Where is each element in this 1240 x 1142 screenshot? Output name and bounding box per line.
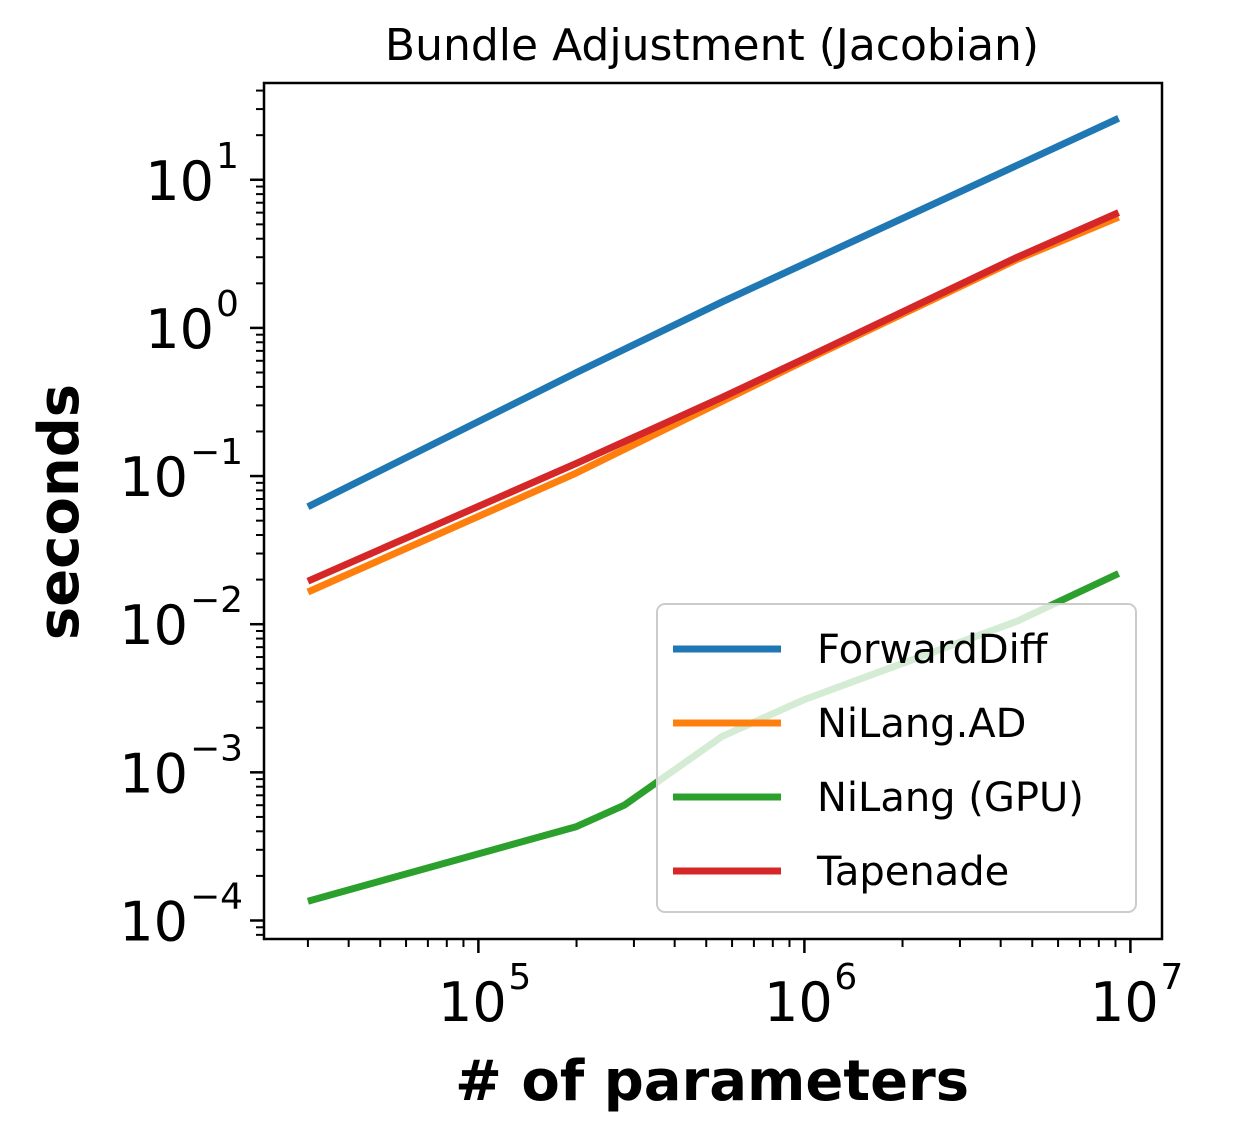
y-tick-exponent: 0: [216, 284, 239, 325]
legend-label: NiLang.AD: [817, 701, 1026, 747]
x-tick-exponent: 7: [1160, 957, 1183, 998]
plot-frame: [262, 81, 1164, 941]
y-tick-exponent: 1: [216, 136, 239, 177]
y-tick-exponent: −1: [190, 432, 243, 473]
x-axis: 10 5 10 6 10 7: [306, 939, 1183, 1034]
chart-title: Bundle Adjustment (Jacobian): [385, 20, 1039, 71]
y-tick-exponent: −2: [190, 580, 243, 621]
series-line-tapenade: [306, 209, 1121, 585]
series-line-forwarddiff: [306, 115, 1121, 510]
y-tick-label: 10: [145, 298, 214, 361]
legend-box: [656, 603, 1137, 913]
y-tick-label: 10: [145, 150, 214, 213]
x-axis-label: # of parameters: [455, 1049, 969, 1114]
legend-label: Tapenade: [816, 849, 1009, 895]
y-tick-label: 10: [119, 890, 188, 953]
legend: ForwardDiff NiLang.AD NiLang (GPU) Tapenade: [656, 603, 1137, 913]
y-tick-label: 10: [119, 446, 188, 509]
legend-label: ForwardDiff: [817, 627, 1049, 673]
x-tick-label: 10: [764, 971, 833, 1034]
y-tick-exponent: −4: [190, 876, 243, 917]
x-tick-label: 10: [1090, 971, 1159, 1034]
x-tick-exponent: 6: [834, 957, 857, 998]
x-tick-exponent: 5: [508, 957, 531, 998]
y-tick-label: 10: [119, 742, 188, 805]
y-tick-label: 10: [119, 594, 188, 657]
legend-label: NiLang (GPU): [817, 775, 1084, 821]
y-tick-exponent: −3: [190, 728, 243, 769]
x-tick-label: 10: [438, 971, 507, 1034]
y-axis-label: seconds: [27, 384, 92, 640]
